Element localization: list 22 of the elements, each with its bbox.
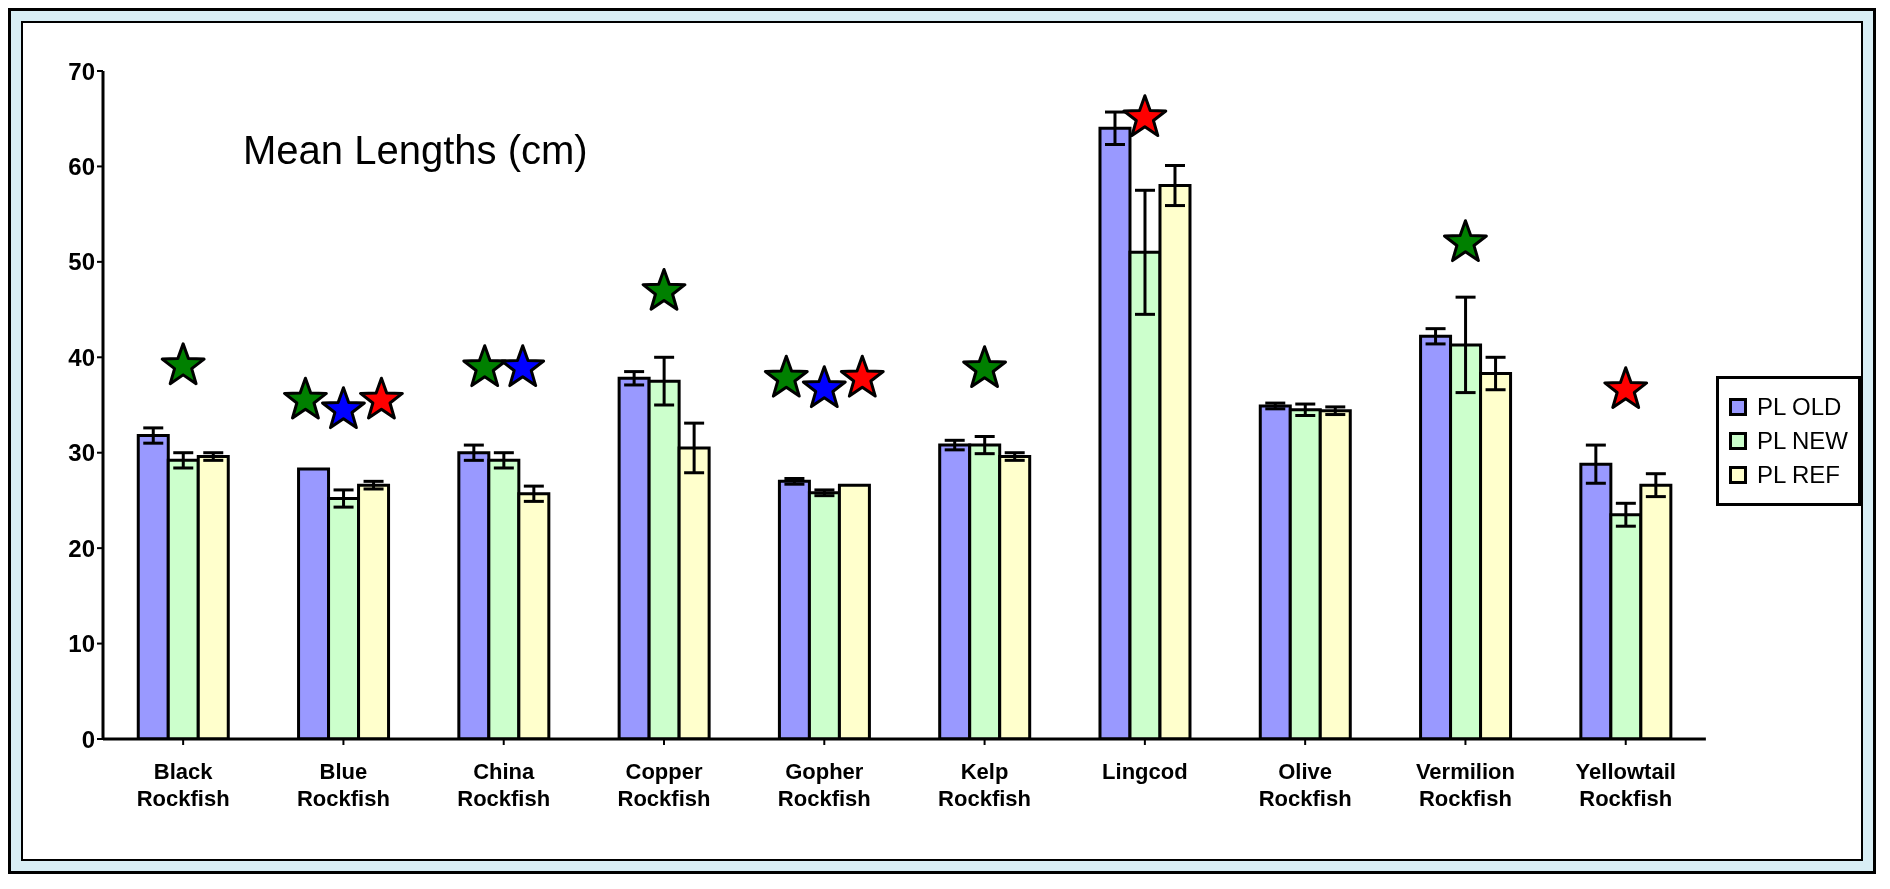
text: Mean Lengths (cm) — [243, 128, 588, 173]
y-tick-label: 70 — [68, 57, 95, 85]
x-tick-label: Lingcod — [1102, 759, 1188, 784]
legend-label: PL NEW — [1756, 427, 1848, 455]
x-tick-label: Copper Rockfish — [617, 759, 711, 811]
x-tick-label: China Rockfish — [457, 759, 551, 811]
y-tick-label: 30 — [68, 439, 95, 467]
legend-label: PL OLD — [1756, 393, 1842, 421]
y-tick-label: 60 — [68, 152, 95, 180]
legend-label: PL REF — [1756, 461, 1841, 489]
x-tick-label: Vermilion Rockfish — [1415, 759, 1515, 811]
x-tick-label: Gopher Rockfish — [777, 759, 871, 811]
y-tick-label: 40 — [68, 343, 95, 371]
x-tick-label: Kelp Rockfish — [938, 759, 1032, 811]
x-tick-label: Yellowtail Rockfish — [1575, 759, 1676, 811]
y-tick-label: 10 — [68, 630, 95, 658]
x-tick-label: Olive Rockfish — [1258, 759, 1352, 811]
y-tick-label: 50 — [68, 248, 95, 276]
x-tick-label: Blue Rockfish — [296, 759, 390, 811]
x-tick-label: Black Rockfish — [136, 759, 230, 811]
y-tick-label: 0 — [81, 725, 95, 753]
y-tick-label: 20 — [68, 534, 95, 562]
